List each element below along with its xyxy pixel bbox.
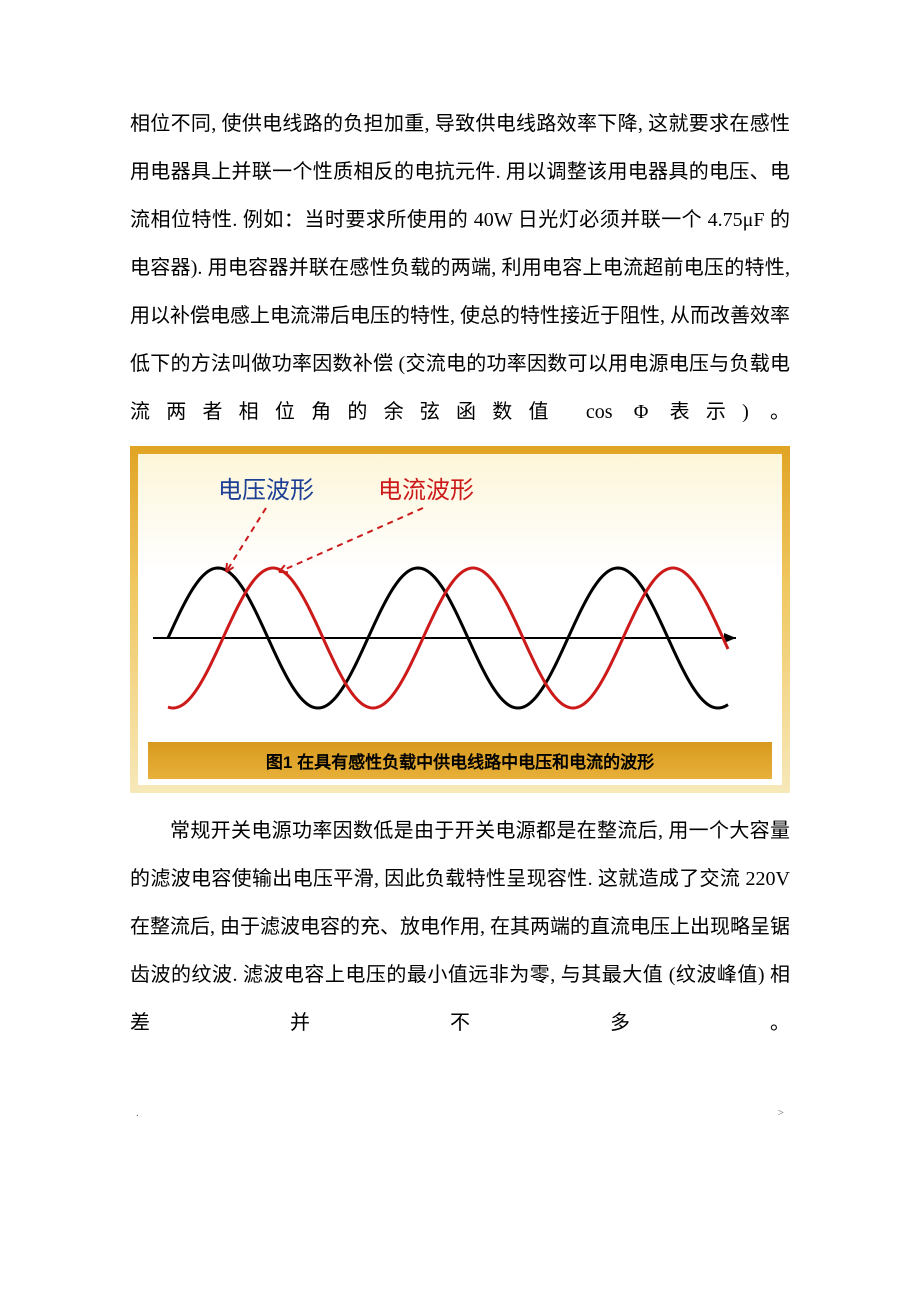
paragraph-2: 常规开关电源功率因数低是由于开关电源都是在整流后, 用一个大容量的滤波电容使输出… (130, 807, 790, 1047)
footer-left: . (136, 1107, 139, 1119)
svg-text:电压波形: 电压波形 (218, 477, 314, 504)
svg-text:电流波形: 电流波形 (378, 477, 474, 504)
figure-1-svg: 电压波形 电流波形 (148, 468, 738, 738)
figure-1-frame: 电压波形 电流波形 图1 在具有感性负载中供电线路中电压和电流的波形 (130, 446, 790, 793)
footer-right: > (778, 1107, 784, 1119)
paragraph-1: 相位不同, 使供电线路的负担加重, 导致供电线路效率下降, 这就要求在感性用电器… (130, 100, 790, 436)
figure-1-inner: 电压波形 电流波形 图1 在具有感性负载中供电线路中电压和电流的波形 (138, 454, 782, 785)
figure-1-caption: 图1 在具有感性负载中供电线路中电压和电流的波形 (148, 742, 772, 779)
footer-marks: . > (130, 1107, 790, 1119)
